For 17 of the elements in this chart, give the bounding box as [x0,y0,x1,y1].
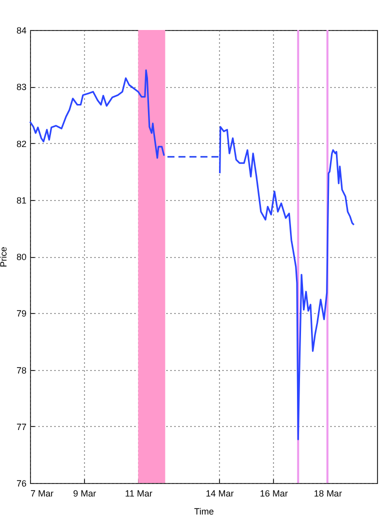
x-tick-label: 11 Mar [124,488,152,498]
y-tick-label: 81 [16,195,26,206]
x-tick-label: 9 Mar [73,488,96,498]
x-axis-title: Time [194,506,214,516]
y-tick-label: 78 [16,365,26,376]
x-tick-label: 7 Mar [30,488,54,498]
x-tick-label: 18 Mar [314,488,342,498]
y-tick-label: 76 [16,478,26,488]
y-tick-label: 79 [16,308,26,319]
x-tick-label: 16 Mar [260,488,288,498]
y-axis-title: Price [0,246,8,268]
y-tick-label: 82 [16,138,26,149]
x-tick-label: 14 Mar [206,488,234,498]
y-tick-label: 80 [16,252,26,262]
y-tick-label: 77 [16,422,26,432]
y-tick-label: 84 [16,26,26,36]
y-tick-label: 83 [16,82,26,92]
